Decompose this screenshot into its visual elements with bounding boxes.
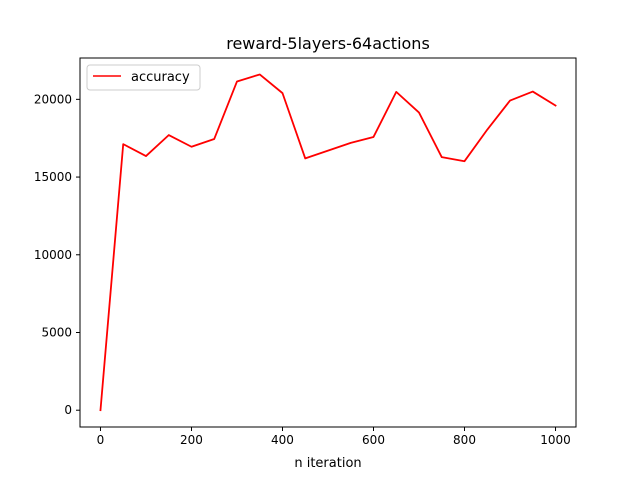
legend-entry-accuracy: accuracy (131, 70, 190, 85)
y-tick-label: 15000 (34, 170, 72, 184)
x-tick-label: 600 (362, 433, 385, 447)
chart-title: reward-5layers-64actions (226, 34, 430, 53)
x-tick-label: 400 (271, 433, 294, 447)
x-axis-label: n iteration (294, 456, 361, 471)
x-tick-label: 200 (180, 433, 203, 447)
y-tick-label: 5000 (41, 325, 72, 339)
y-tick-label: 0 (64, 403, 72, 417)
y-tick-label: 20000 (34, 92, 72, 106)
x-tick-label: 0 (97, 433, 105, 447)
x-tick-label: 1000 (540, 433, 571, 447)
legend: accuracy (87, 65, 200, 90)
y-tick-label: 10000 (34, 248, 72, 262)
x-tick-label: 800 (453, 433, 476, 447)
